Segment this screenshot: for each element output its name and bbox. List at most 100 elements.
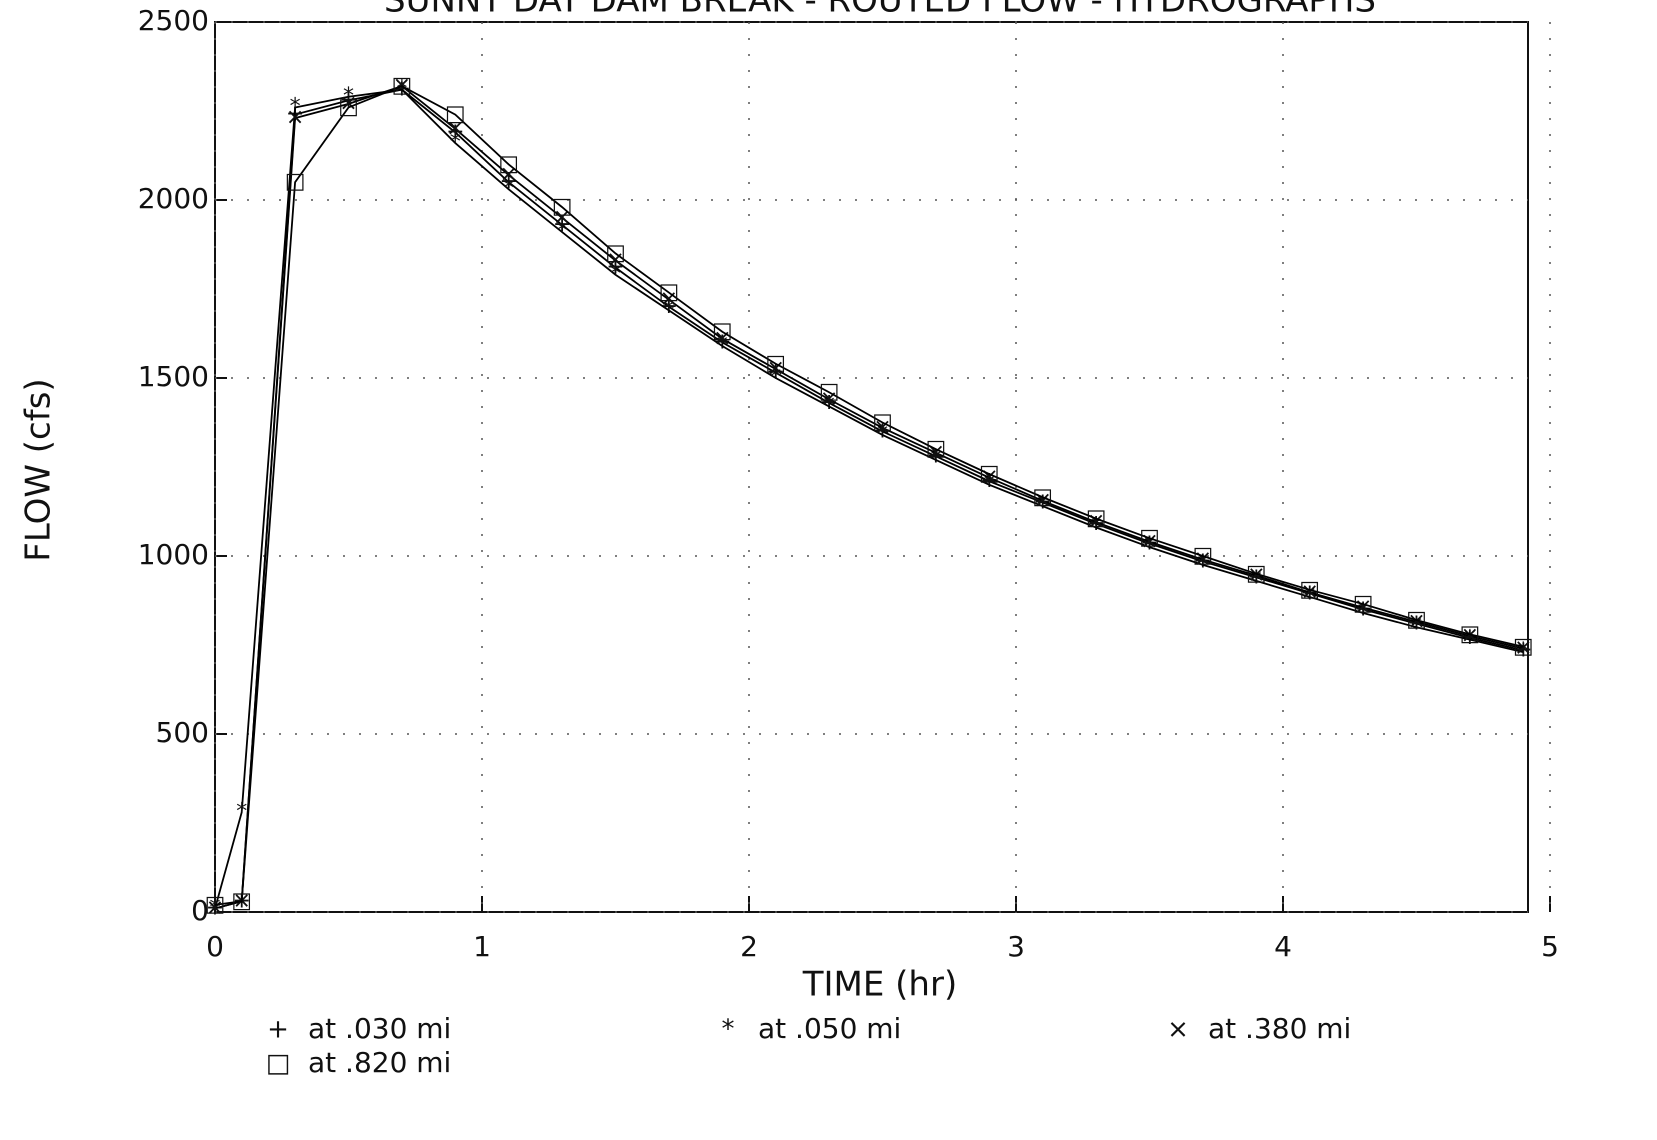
point-marker: × [1407,609,1425,634]
y-tick-label: 1500 [138,360,209,393]
point-marker: □ [819,379,840,404]
x-tick-label: 0 [206,930,224,963]
point-marker: * [984,472,995,497]
point-marker: □ [605,240,626,265]
point-marker: × [1461,623,1479,648]
point-marker: + [553,212,571,237]
point-marker: □ [1353,591,1374,616]
point-marker: × [766,356,784,381]
y-tick-label: 0 [191,894,209,927]
point-marker: × [286,105,304,130]
legend-label: at .820 mi [308,1046,451,1079]
point-marker: * [1518,639,1529,664]
x-tick-label: 4 [1274,930,1292,963]
point-marker: * [1037,493,1048,518]
point-marker: × [1300,579,1318,604]
point-marker: □ [872,410,893,435]
point-marker: × [206,895,224,920]
legend-label: at .380 mi [1208,1012,1351,1045]
point-marker: □ [926,436,947,461]
point-marker: + [1461,625,1479,650]
series-line [214,88,1524,909]
legend-marker: □ [266,1049,291,1079]
point-marker: □ [205,892,226,917]
y-tick-label: 2500 [138,4,209,37]
point-marker: * [1464,627,1475,652]
point-marker: × [1140,529,1158,554]
point-marker: * [930,447,941,472]
point-marker: × [1514,636,1532,661]
point-marker: □ [498,151,519,176]
point-marker: □ [285,169,306,194]
point-marker: × [1354,595,1372,620]
point-marker: × [606,248,624,273]
point-marker: × [446,116,464,141]
y-tick-label: 2000 [138,182,209,215]
point-marker: * [1411,614,1422,639]
point-marker: * [1197,552,1208,577]
y-axis-label: FLOW (cfs) [19,378,59,561]
series-line [214,85,1524,910]
point-marker: □ [1032,484,1053,509]
legend-marker: × [1167,1015,1189,1045]
plot-frame [214,21,1529,913]
point-marker: * [343,84,354,109]
point-marker: □ [392,73,413,98]
point-marker: * [1091,515,1102,540]
legend-marker: + [267,1015,289,1045]
point-marker: × [1194,547,1212,572]
point-marker: * [450,130,461,155]
point-marker: □ [1513,634,1534,659]
point-marker: * [290,94,301,119]
point-marker: * [396,77,407,102]
point-marker: * [663,297,674,322]
point-marker: □ [231,888,252,913]
point-marker: * [236,799,247,824]
point-marker: + [1514,637,1532,662]
x-tick-label: 2 [740,930,758,963]
point-marker: □ [1086,506,1107,531]
point-marker: □ [1246,561,1267,586]
point-marker: × [820,386,838,411]
point-marker: * [610,262,621,287]
series-line [214,85,1524,906]
point-marker: * [877,422,888,447]
point-marker: □ [712,319,733,344]
point-marker: □ [338,94,359,119]
legend-label: at .050 mi [758,1012,901,1045]
point-marker: * [1144,534,1155,559]
point-marker: * [557,219,568,244]
point-marker: * [1251,568,1262,593]
point-marker: □ [1460,621,1481,646]
x-tick-label: 3 [1007,930,1025,963]
point-marker: * [717,333,728,358]
point-marker: × [660,287,678,312]
point-marker: □ [659,280,680,305]
point-marker: □ [1299,577,1320,602]
y-tick-label: 1000 [138,538,209,571]
point-marker: □ [552,194,573,219]
point-marker: □ [1193,543,1214,568]
x-axis-label: TIME (hr) [802,965,957,1005]
point-marker: × [873,415,891,440]
y-tick-label: 500 [156,716,209,749]
legend-label: at .030 mi [308,1012,451,1045]
point-marker: □ [765,351,786,376]
point-marker: × [1247,563,1265,588]
point-marker: □ [1139,525,1160,550]
point-marker: + [606,255,624,280]
point-marker: * [1304,584,1315,609]
point-marker: □ [979,461,1000,486]
point-marker: * [770,365,781,390]
point-marker: × [980,465,998,490]
point-marker: * [503,176,514,201]
point-marker: * [824,393,835,418]
point-marker: × [1033,488,1051,513]
point-marker: × [713,326,731,351]
legend-marker: * [722,1015,735,1045]
x-tick-label: 5 [1541,930,1559,963]
point-marker: □ [445,102,466,127]
x-tick-label: 1 [473,930,491,963]
